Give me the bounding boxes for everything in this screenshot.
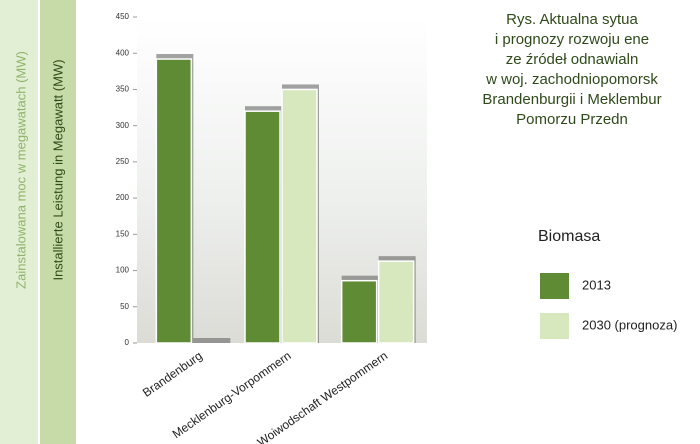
bar bbox=[377, 260, 415, 344]
label-strip bbox=[40, 0, 76, 444]
bar bbox=[340, 279, 378, 344]
legend-title: Biomasa bbox=[538, 228, 600, 245]
y-tick-label: 100 bbox=[116, 266, 130, 275]
legend-swatch bbox=[540, 313, 569, 339]
y-tick-label: 0 bbox=[125, 338, 130, 347]
y-tick-label: 450 bbox=[116, 12, 130, 21]
legend-label: 2030 (prognoza) bbox=[582, 317, 677, 332]
legend-swatch bbox=[540, 273, 569, 299]
y-tick-label: 250 bbox=[116, 157, 130, 166]
bar bbox=[155, 58, 193, 344]
y-tick-label: 50 bbox=[120, 302, 129, 311]
label-strip bbox=[0, 0, 38, 444]
y-tick-label: 300 bbox=[116, 121, 130, 130]
y-axis-label: Zainstalowana moc w megawatach (MW) bbox=[13, 51, 28, 289]
bar bbox=[244, 110, 281, 344]
title-line: i prognozy rozwoju ene bbox=[495, 31, 649, 48]
y-tick-label: 150 bbox=[116, 229, 130, 238]
legend-label: 2013 bbox=[582, 277, 611, 292]
x-tick-label: Brandenburg bbox=[140, 349, 205, 400]
y-axis-label: Installierte Leistung in Megawatt (MW) bbox=[50, 59, 65, 280]
bar bbox=[281, 88, 318, 344]
y-tick-label: 200 bbox=[116, 193, 130, 202]
title-line: w woj. zachodniopomorsk bbox=[485, 71, 658, 88]
title-line: Rys. Aktualna sytua bbox=[506, 11, 638, 28]
title-line: Brandenburgii i Meklembur bbox=[482, 91, 661, 108]
y-tick-label: 400 bbox=[116, 48, 130, 57]
bar-shadow bbox=[193, 338, 231, 343]
y-tick-label: 350 bbox=[116, 85, 130, 94]
title-line: ze źródeł odnawialn bbox=[506, 51, 639, 68]
title-line: Pomorzu Przedn bbox=[516, 111, 628, 128]
